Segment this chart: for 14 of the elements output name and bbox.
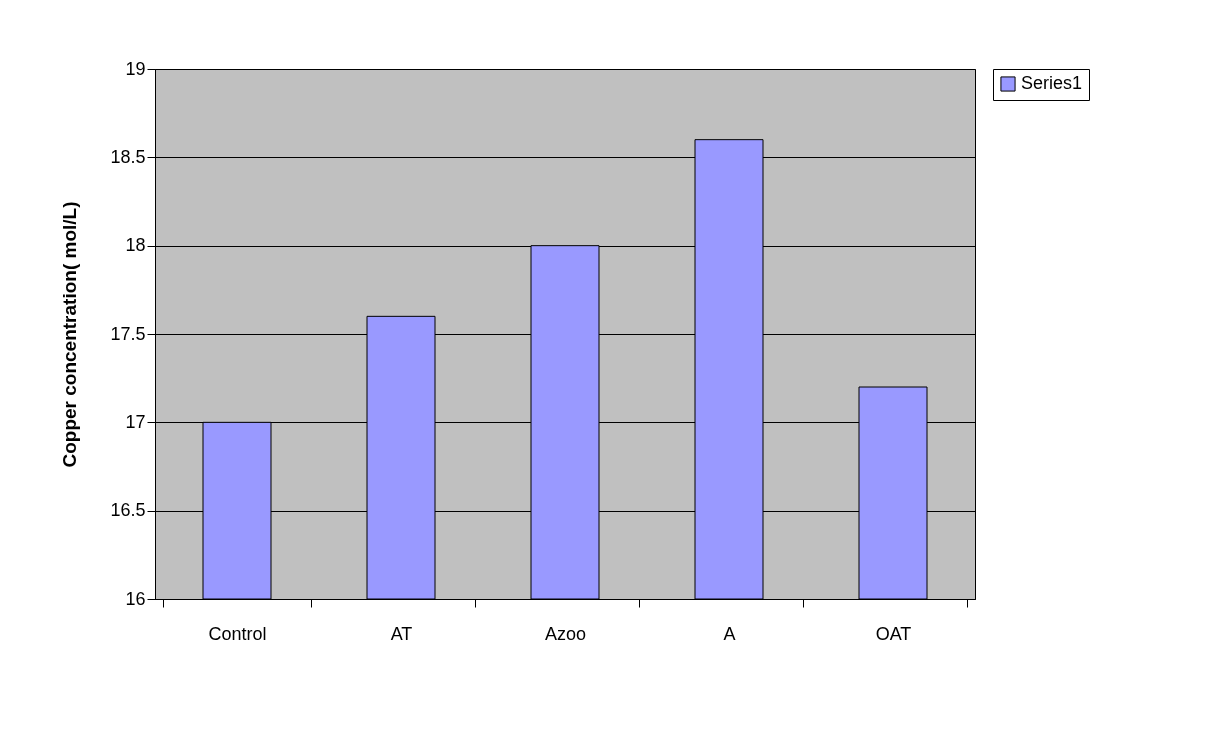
x-tick-label: Control: [208, 623, 267, 644]
x-tick-label: OAT: [875, 623, 912, 644]
y-tick-label: 18: [125, 235, 146, 256]
y-tick-label: 16.5: [110, 500, 146, 521]
y-tick-label: 18.5: [110, 146, 146, 167]
y-axis-title: Copper concentration( mol/L): [59, 201, 81, 468]
x-tick-label: AT: [390, 623, 413, 644]
y-tick-label: 17.5: [110, 323, 146, 344]
x-tick-label: A: [723, 623, 736, 644]
legend-label: Series1: [1021, 73, 1083, 93]
y-tick-label: 16: [125, 588, 146, 609]
x-tick-label: Azoo: [544, 623, 587, 644]
y-tick-label: 19: [125, 58, 146, 79]
y-tick-label: 17: [125, 411, 146, 432]
